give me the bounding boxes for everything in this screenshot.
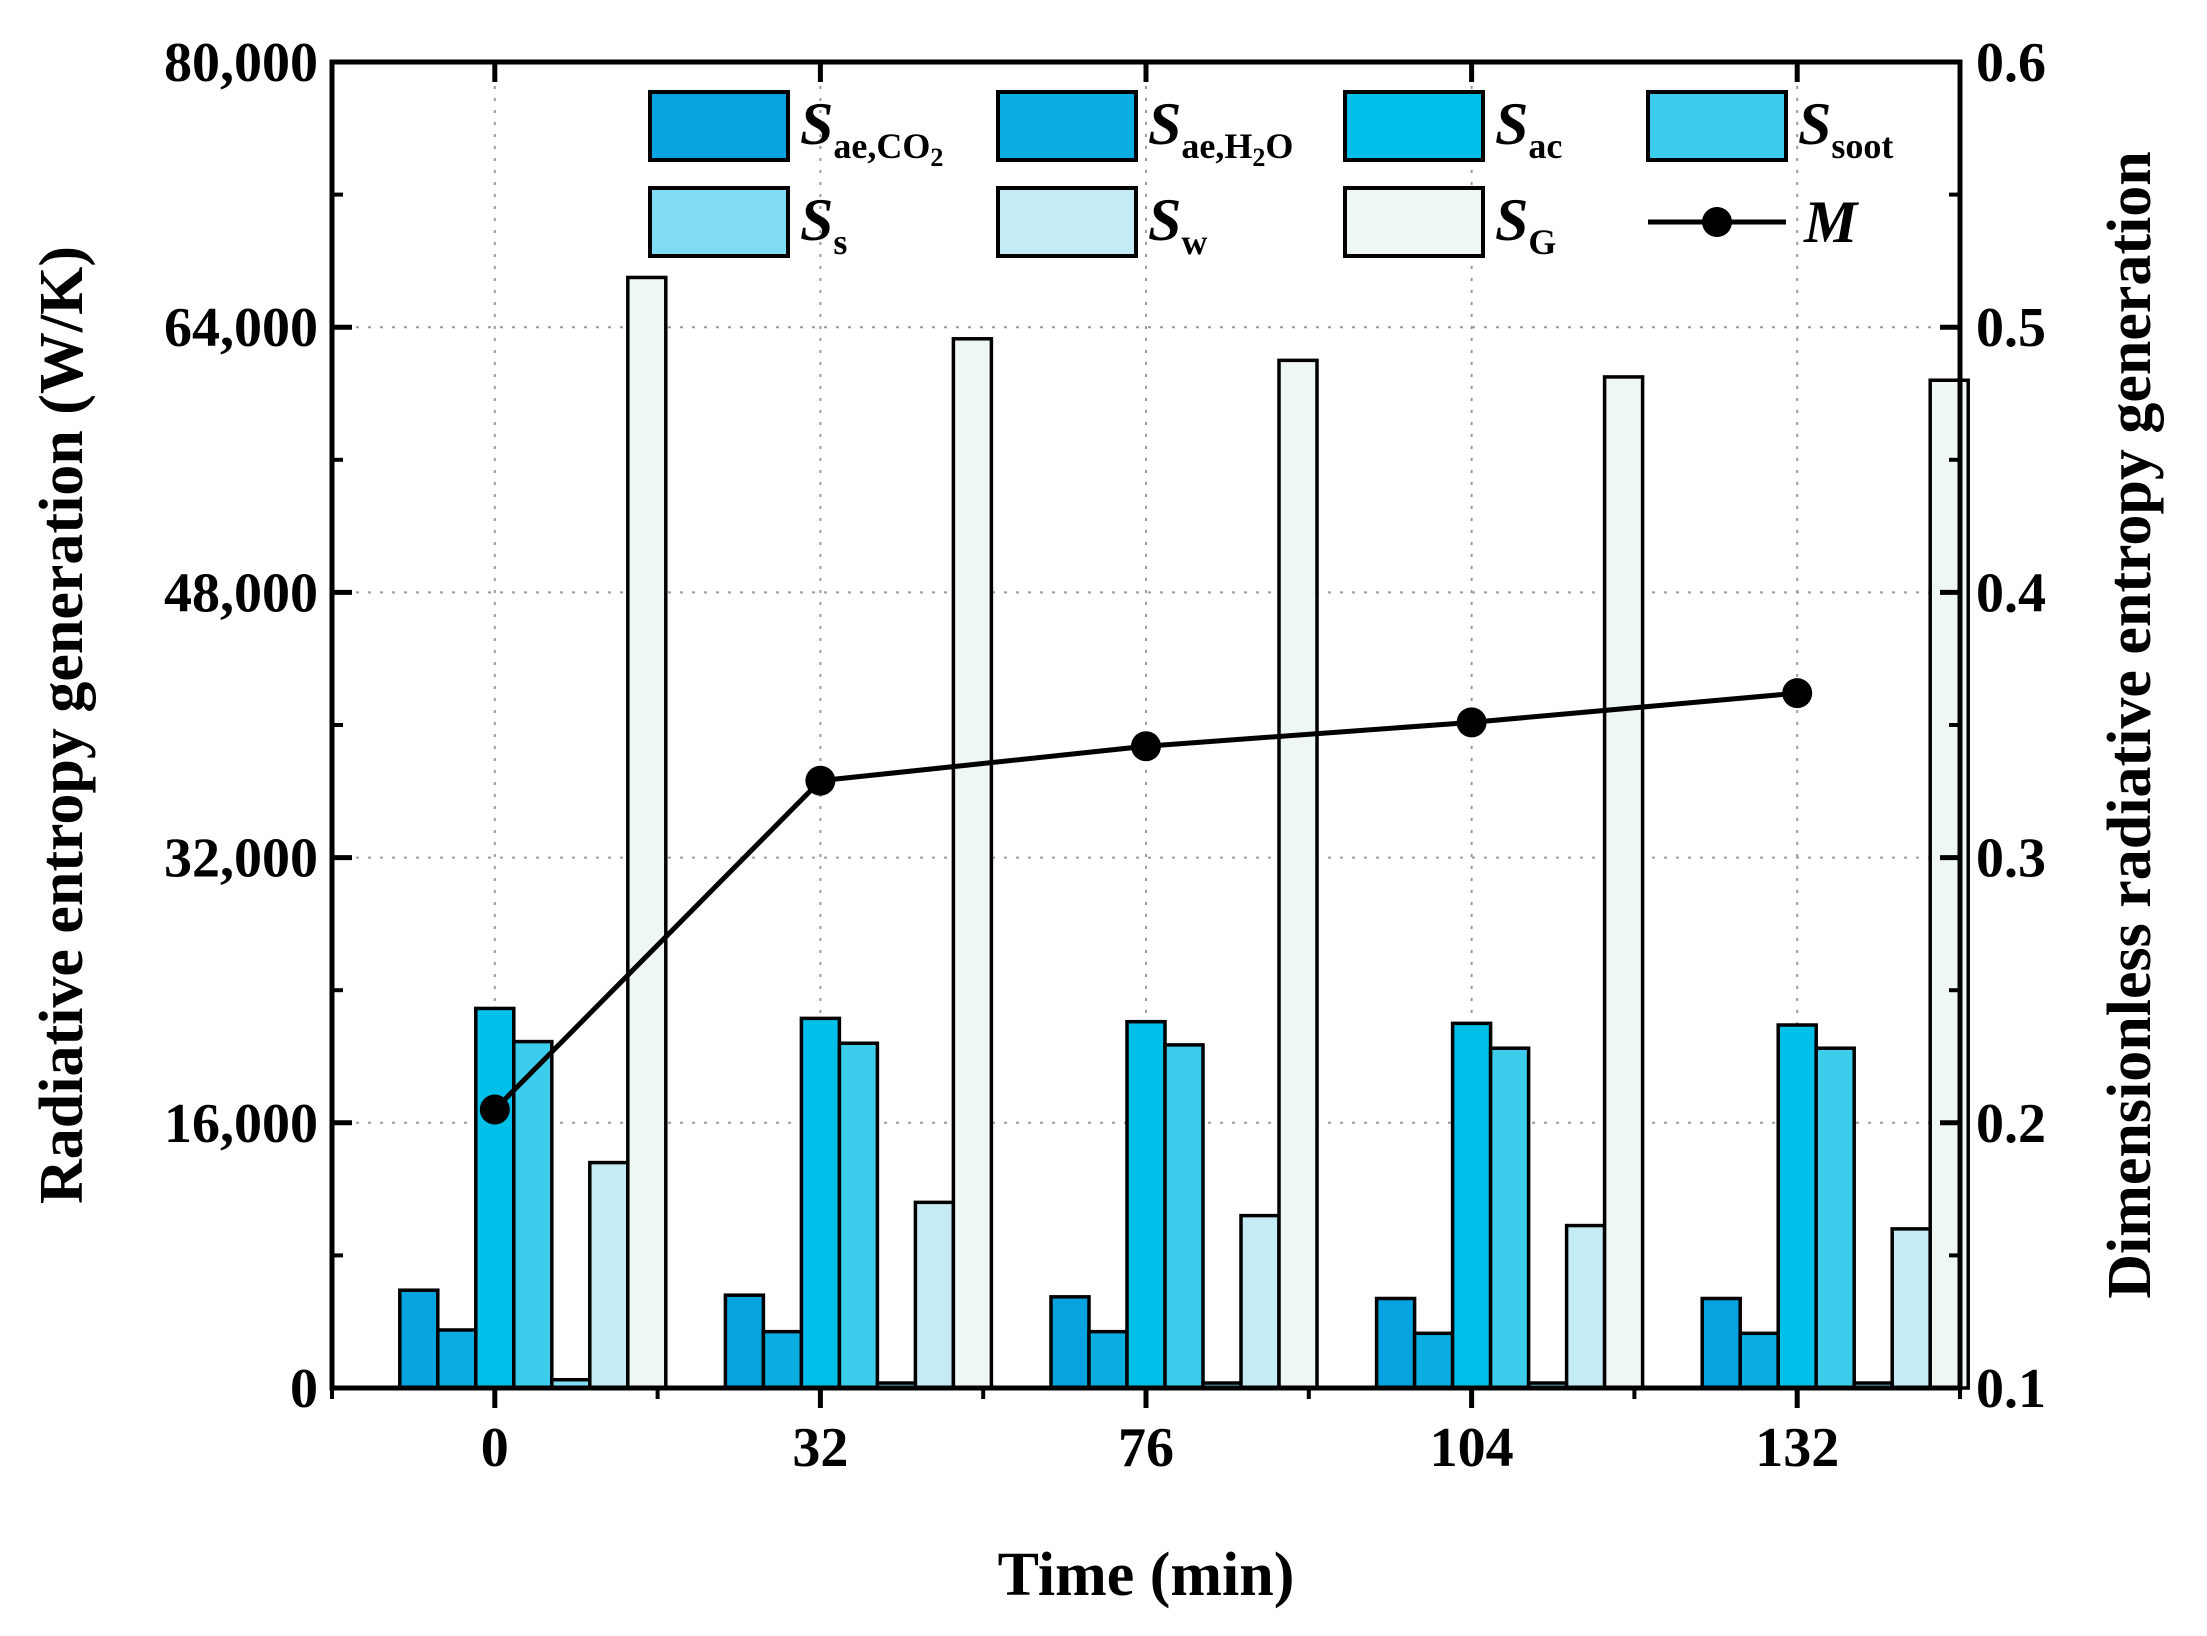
- m-point-76: [1131, 731, 1161, 762]
- legend: Sae,CO2 Sae,H2O Sac Ssoot Ss Sw SG M: [648, 90, 1893, 262]
- legend-label: Sae,CO2: [800, 91, 943, 172]
- legend-swatch-ac: [1343, 90, 1485, 162]
- bar-aeco-104: [1374, 1296, 1417, 1390]
- legend-label: Sae,H2O: [1148, 91, 1293, 172]
- axis-layer: 0 16,000 32,000 48,000 64,000 80,000 0.1 0.2 0.3…: [164, 32, 2046, 1479]
- m-point-32: [805, 765, 836, 796]
- bar-soot-32: [837, 1041, 880, 1390]
- bar-w-76: [1239, 1213, 1281, 1390]
- bar-aeh-132: [1738, 1331, 1780, 1390]
- y-tick-label: 64,000: [164, 297, 318, 359]
- bar-ac-0: [474, 1006, 516, 1390]
- legend-label: Ss: [800, 187, 847, 262]
- bar-g-76: [1277, 358, 1319, 1390]
- bar-aeh-76: [1087, 1329, 1129, 1390]
- bar-aeh-0: [436, 1328, 478, 1390]
- y-tick-label: 80,000: [164, 32, 318, 94]
- bar-soot-104: [1488, 1046, 1531, 1390]
- y-axis-title: Radiative entropy generation (W/K): [28, 246, 96, 1204]
- y-tick-label: 16,000: [164, 1093, 318, 1155]
- legend-label: SG: [1495, 187, 1556, 262]
- y2-tick-label: 0.6: [1976, 32, 2046, 94]
- y2-tick-label: 0.3: [1976, 828, 2046, 890]
- legend-swatch-g: [1343, 186, 1485, 258]
- m-point-0: [479, 1094, 510, 1125]
- x-tick-label: 132: [1755, 1417, 1839, 1479]
- legend-label: Ssoot: [1798, 91, 1893, 166]
- bar-aeh-104: [1412, 1331, 1455, 1390]
- y-tick-label: 0: [290, 1358, 318, 1420]
- m-point-104: [1456, 707, 1487, 738]
- legend-label: Sw: [1148, 187, 1207, 262]
- bar-aeco-132: [1700, 1296, 1742, 1390]
- line-layer: [479, 678, 1813, 1125]
- bar-w-104: [1564, 1223, 1607, 1390]
- bar-ac-132: [1776, 1023, 1818, 1390]
- bar-g-32: [951, 337, 994, 1390]
- y-tick-label: 48,000: [164, 562, 318, 624]
- legend-swatch-soot: [1646, 90, 1788, 162]
- bar-layer: [398, 275, 1970, 1390]
- bar-g-0: [626, 275, 668, 1390]
- legend-marker-m: [1702, 207, 1732, 237]
- y2-tick-label: 0.2: [1976, 1093, 2046, 1155]
- bar-soot-0: [512, 1039, 554, 1390]
- y-tick-label: 32,000: [164, 828, 318, 890]
- y2-tick-label: 0.4: [1976, 562, 2046, 624]
- bar-g-104: [1602, 375, 1645, 1390]
- bar-soot-132: [1814, 1046, 1856, 1390]
- legend-label-m: M: [1803, 189, 1860, 255]
- bar-ac-76: [1125, 1019, 1167, 1390]
- bar-w-132: [1890, 1227, 1932, 1390]
- legend-swatch-aeh: [996, 90, 1138, 162]
- y2-tick-label: 0.5: [1976, 297, 2046, 359]
- bar-w-32: [913, 1200, 956, 1390]
- legend-swatch-w: [996, 186, 1138, 258]
- bar-ac-32: [799, 1016, 842, 1390]
- bar-aeco-32: [723, 1293, 766, 1390]
- bar-aeh-32: [761, 1329, 804, 1390]
- x-tick-label: 76: [1118, 1417, 1174, 1479]
- x-tick-label: 0: [481, 1417, 509, 1479]
- bar-ac-104: [1450, 1021, 1493, 1390]
- y2-tick-label: 0.1: [1976, 1358, 2046, 1420]
- legend-swatch-aeco: [648, 90, 790, 162]
- bar-aeco-76: [1049, 1295, 1091, 1390]
- y2-axis-title: Dimensionless radiative entropy generati…: [2096, 151, 2164, 1299]
- x-tick-label: 104: [1430, 1417, 1514, 1479]
- legend-swatch-s: [648, 186, 790, 258]
- bar-soot-76: [1163, 1043, 1205, 1390]
- bar-aeco-0: [398, 1288, 440, 1390]
- x-tick-label: 32: [792, 1417, 848, 1479]
- m-point-132: [1782, 678, 1813, 709]
- bar-w-0: [588, 1160, 630, 1390]
- x-axis-title: Time (min): [998, 1541, 1295, 1609]
- legend-label: Sac: [1495, 91, 1562, 166]
